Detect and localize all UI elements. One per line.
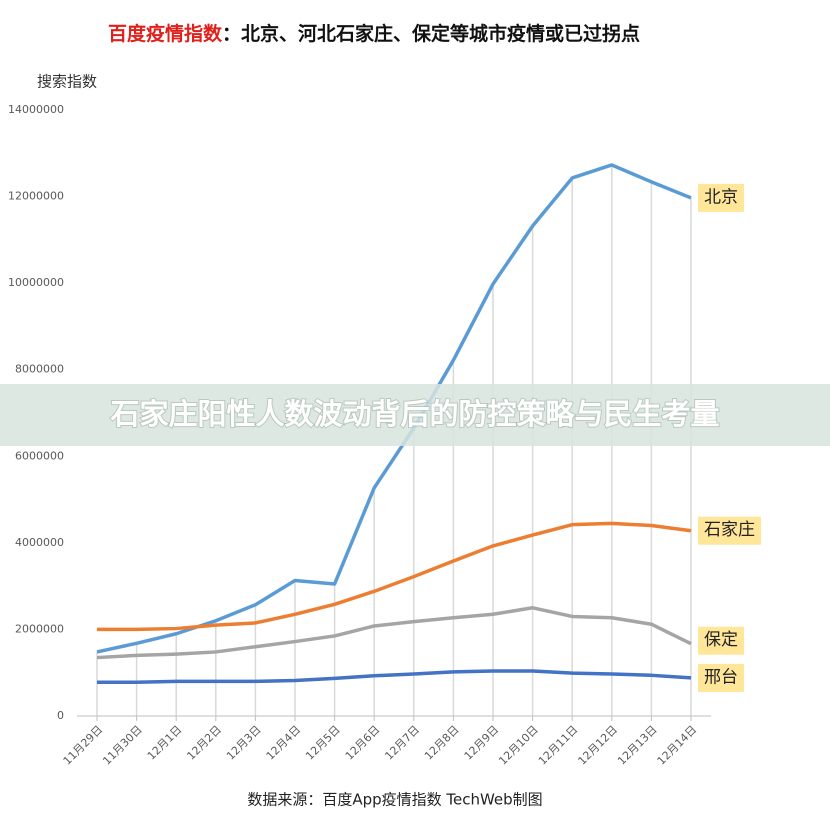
y-tick-label: 14000000 (8, 103, 64, 116)
x-tick-label: 12月11日 (536, 723, 581, 768)
source-note: 数据来源：百度App疫情指数 TechWeb制图 (247, 791, 542, 809)
series-label-box (698, 663, 744, 692)
series-line (97, 669, 692, 684)
y-tick-label: 0 (57, 709, 64, 722)
series-label: 保定 (698, 626, 744, 655)
x-tick-label: 12月2日 (184, 723, 224, 763)
y-tick-label: 12000000 (8, 190, 64, 203)
series-label-text: 邢台 (704, 667, 738, 687)
x-tick-label: 12月7日 (382, 723, 422, 763)
series-label-text: 保定 (704, 630, 738, 650)
series-label-text: 石家庄 (704, 520, 755, 540)
series-label-box (698, 626, 744, 655)
title-highlight: 百度疫情指数 (108, 22, 223, 45)
x-tick-label: 12月10日 (496, 723, 541, 768)
x-tick-label: 12月4日 (264, 723, 304, 763)
series-label: 石家庄 (698, 516, 761, 545)
y-axis-label: 搜索指数 (37, 73, 97, 91)
x-tick-label: 12月5日 (303, 723, 343, 763)
x-tick-label: 12月1日 (145, 723, 185, 763)
y-tick-label: 8000000 (15, 363, 64, 376)
x-tick-label: 12月14日 (655, 723, 700, 768)
overlay-band (0, 384, 830, 446)
x-tick-label: 12月9日 (462, 723, 502, 763)
y-tick-label: 2000000 (15, 622, 64, 635)
chart-title: ：北京、河北石家庄、保定等城市疫情或已过拐点 (222, 22, 640, 45)
series-line (96, 606, 692, 660)
y-tick-label: 6000000 (15, 449, 64, 462)
x-tick-label: 11月30日 (100, 723, 145, 768)
x-tick-label: 12月12日 (575, 723, 620, 768)
series-line (97, 521, 692, 632)
y-tick-label: 4000000 (15, 536, 64, 549)
x-tick-label: 12月8日 (422, 723, 462, 763)
y-tick-label: 10000000 (8, 276, 64, 289)
x-tick-label: 11月29日 (61, 723, 106, 768)
series-label: 北京 (698, 183, 744, 212)
x-tick-label: 12月13日 (615, 723, 660, 768)
overlay-text: 石家庄阳性人数波动背后的防控策略与民生考量 (109, 397, 719, 431)
series-label: 邢台 (698, 663, 744, 692)
x-tick-label: 12月6日 (343, 723, 383, 763)
series-label-box (698, 516, 761, 545)
x-tick-label: 12月3日 (224, 723, 264, 763)
series-label-text: 北京 (704, 187, 738, 207)
series-label-box (698, 183, 744, 212)
